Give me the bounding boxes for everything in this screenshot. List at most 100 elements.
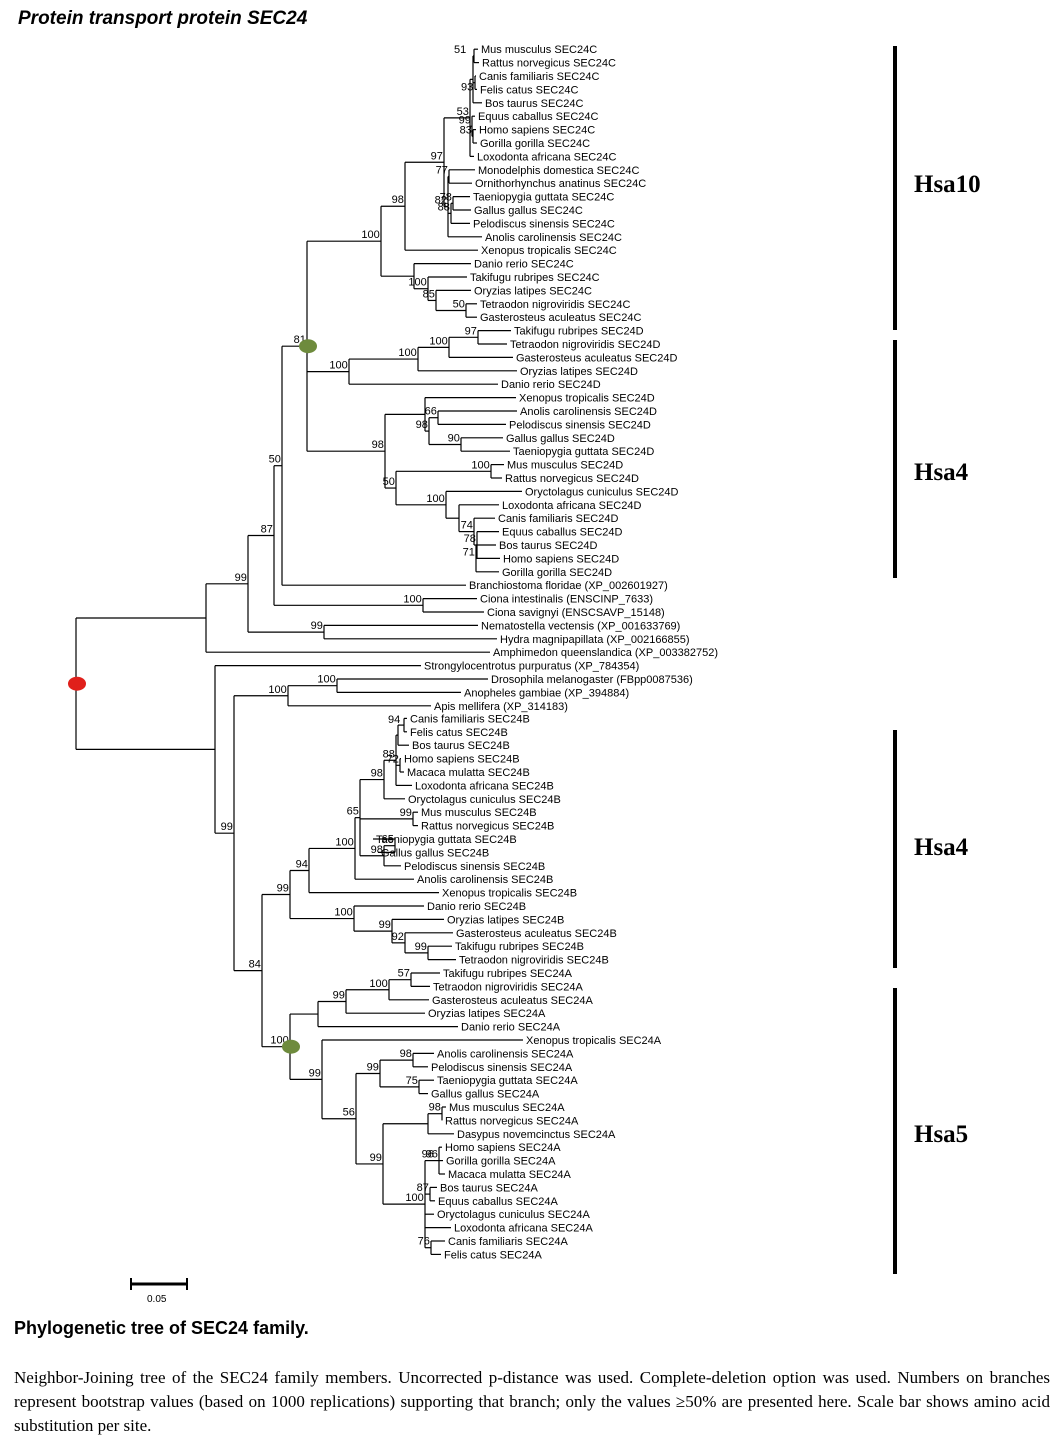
- scale-bar: 0.05: [130, 1278, 188, 1305]
- taxon-label: Oryzias latipes SEC24B: [447, 914, 564, 926]
- taxon-label: Tetraodon nigroviridis SEC24B: [459, 955, 609, 967]
- bootstrap-value: 76: [418, 1236, 430, 1248]
- taxon-label: Oryzias latipes SEC24A: [428, 1008, 546, 1020]
- bootstrap-value: 53: [457, 106, 469, 118]
- bootstrap-value: 94: [388, 714, 400, 726]
- taxon-label: Loxodonta africana SEC24D: [502, 500, 641, 512]
- taxon-label: Rattus norvegicus SEC24B: [421, 821, 554, 833]
- bootstrap-value: 98: [429, 1102, 441, 1114]
- taxon-label: Gorilla gorilla SEC24A: [446, 1156, 556, 1168]
- taxon-label: Xenopus tropicalis SEC24D: [519, 393, 655, 405]
- taxon-label: Takifugu rubripes SEC24D: [514, 326, 644, 338]
- bootstrap-value: 99: [400, 807, 412, 819]
- taxon-label: Loxodonta africana SEC24B: [415, 780, 554, 792]
- bootstrap-value: 99: [415, 941, 427, 953]
- taxon-label: Gasterosteus aculeatus SEC24B: [456, 928, 617, 940]
- bootstrap-value: 50: [453, 299, 465, 311]
- bootstrap-value: 92: [392, 931, 404, 943]
- taxon-label: Gallus gallus SEC24C: [474, 205, 583, 217]
- bootstrap-value: 83: [460, 124, 472, 136]
- taxon-label: Anolis carolinensis SEC24A: [437, 1048, 574, 1060]
- taxon-label: Gallus gallus SEC24D: [506, 433, 615, 445]
- caption-text: Neighbor-Joining tree of the SEC24 famil…: [14, 1368, 1050, 1435]
- bootstrap-value: 75: [406, 1075, 418, 1087]
- bootstrap-value: 99: [277, 883, 289, 895]
- taxon-label: Taeniopygia guttata SEC24C: [473, 192, 614, 204]
- taxon-label: Bos taurus SEC24A: [440, 1182, 538, 1194]
- bootstrap-value: 99: [309, 1067, 321, 1079]
- taxon-label: Equus caballus SEC24A: [438, 1196, 559, 1208]
- bootstrap-value: 87: [417, 1182, 429, 1194]
- tree-branches: [75, 48, 523, 1256]
- bootstrap-value: 50: [383, 476, 395, 488]
- bootstrap-value: 71: [463, 546, 475, 558]
- duplication-marker: [299, 339, 317, 354]
- bootstrap-value: 100: [334, 907, 352, 919]
- taxon-label: Equus caballus SEC24D: [502, 527, 623, 539]
- taxon-label: Danio rerio SEC24A: [461, 1022, 561, 1034]
- taxon-label: Tetraodon nigroviridis SEC24C: [480, 299, 630, 311]
- taxon-label: Canis familiaris SEC24A: [448, 1236, 568, 1248]
- taxon-label: Gasterosteus aculeatus SEC24C: [480, 312, 641, 324]
- bootstrap-value: 100: [317, 674, 335, 686]
- taxon-label: Mus musculus SEC24B: [421, 807, 537, 819]
- taxon-label: Tetraodon nigroviridis SEC24A: [433, 981, 583, 993]
- taxon-label: Canis familiaris SEC24C: [479, 71, 599, 83]
- bootstrap-value: 97: [431, 150, 443, 162]
- bootstrap-value: 57: [398, 968, 410, 980]
- taxon-label: Gorilla gorilla SEC24D: [502, 567, 612, 579]
- bootstrap-value: 99: [379, 919, 391, 931]
- taxon-label: Oryctolagus cuniculus SEC24B: [408, 794, 561, 806]
- taxon-label: Equus caballus SEC24C: [478, 111, 599, 123]
- root-marker: [68, 676, 86, 691]
- taxon-label: Ornithorhynchus anatinus SEC24C: [475, 178, 646, 190]
- taxon-label: Homo sapiens SEC24B: [404, 754, 520, 766]
- taxon-label: Apis mellifera (XP_314183): [434, 701, 568, 713]
- clade-label: Hsa4: [914, 459, 969, 486]
- bootstrap-value: 99: [370, 1152, 382, 1164]
- taxon-label: Monodelphis domestica SEC24C: [478, 165, 639, 177]
- caption-title: Phylogenetic tree of SEC24 family.: [14, 1318, 309, 1338]
- taxon-label: Gasterosteus aculeatus SEC24D: [516, 352, 677, 364]
- taxon-label: Rattus norvegicus SEC24D: [505, 473, 639, 485]
- bootstrap-value: 98: [400, 1048, 412, 1060]
- taxon-label: Pelodiscus sinensis SEC24B: [404, 861, 545, 873]
- taxon-label: Homo sapiens SEC24A: [445, 1142, 561, 1154]
- bootstrap-value: 88: [383, 748, 395, 760]
- clade-label: Hsa10: [914, 171, 981, 198]
- taxon-label: Gallus gallus SEC24B: [381, 847, 489, 859]
- scale-bar-label: 0.05: [147, 1294, 167, 1305]
- figure-title: Protein transport protein SEC24: [18, 8, 308, 29]
- taxon-label: Drosophila melanogaster (FBpp0087536): [491, 674, 693, 686]
- bootstrap-value: 78: [440, 191, 452, 203]
- bootstrap-value: 93: [461, 82, 473, 94]
- taxon-label: Taeniopygia guttata SEC24A: [437, 1075, 578, 1087]
- bootstrap-value: 82: [435, 195, 447, 207]
- taxon-label: Oryzias latipes SEC24D: [520, 366, 638, 378]
- taxon-label: Macaca mulatta SEC24B: [407, 767, 530, 779]
- taxon-label: Taeniopygia guttata SEC24B: [376, 834, 517, 846]
- bootstrap-value: 100: [405, 1192, 423, 1204]
- bootstrap-value: 66: [425, 406, 437, 418]
- taxon-label: Takifugu rubripes SEC24A: [443, 968, 573, 980]
- bootstrap-value: 98: [372, 439, 384, 451]
- bootstrap-value: 100: [471, 459, 489, 471]
- bootstrap-value: 99: [459, 114, 471, 126]
- taxon-label: Strongylocentrotus purpuratus (XP_784354…: [424, 661, 639, 673]
- bootstrap-value: 100: [329, 360, 347, 372]
- taxon-label: Canis familiaris SEC24B: [410, 713, 530, 725]
- taxon-label: Rattus norvegicus SEC24A: [445, 1115, 579, 1127]
- taxon-label: Hydra magnipapillata (XP_002166855): [500, 634, 690, 646]
- bootstrap-value: 100: [408, 277, 426, 289]
- phylogenetic-tree: Mus musculus SEC24C Rattus norvegicus SEC…: [68, 44, 981, 1305]
- clade-label: Hsa4: [914, 834, 969, 861]
- bootstrap-value: 84: [249, 959, 261, 971]
- clade-brackets: Hsa10 Hsa4 Hsa4 Hsa5: [893, 46, 981, 1274]
- bootstrap-value: 96: [422, 1149, 434, 1161]
- bootstrap-value: 99: [221, 821, 233, 833]
- bootstrap-value: 100: [268, 684, 286, 696]
- taxon-label: Loxodonta africana SEC24A: [454, 1223, 593, 1235]
- taxon-label: Ciona intestinalis (ENSCINP_7633): [480, 594, 653, 606]
- bootstrap-value: 98: [371, 768, 383, 780]
- taxon-label: Pelodiscus sinensis SEC24D: [509, 419, 651, 431]
